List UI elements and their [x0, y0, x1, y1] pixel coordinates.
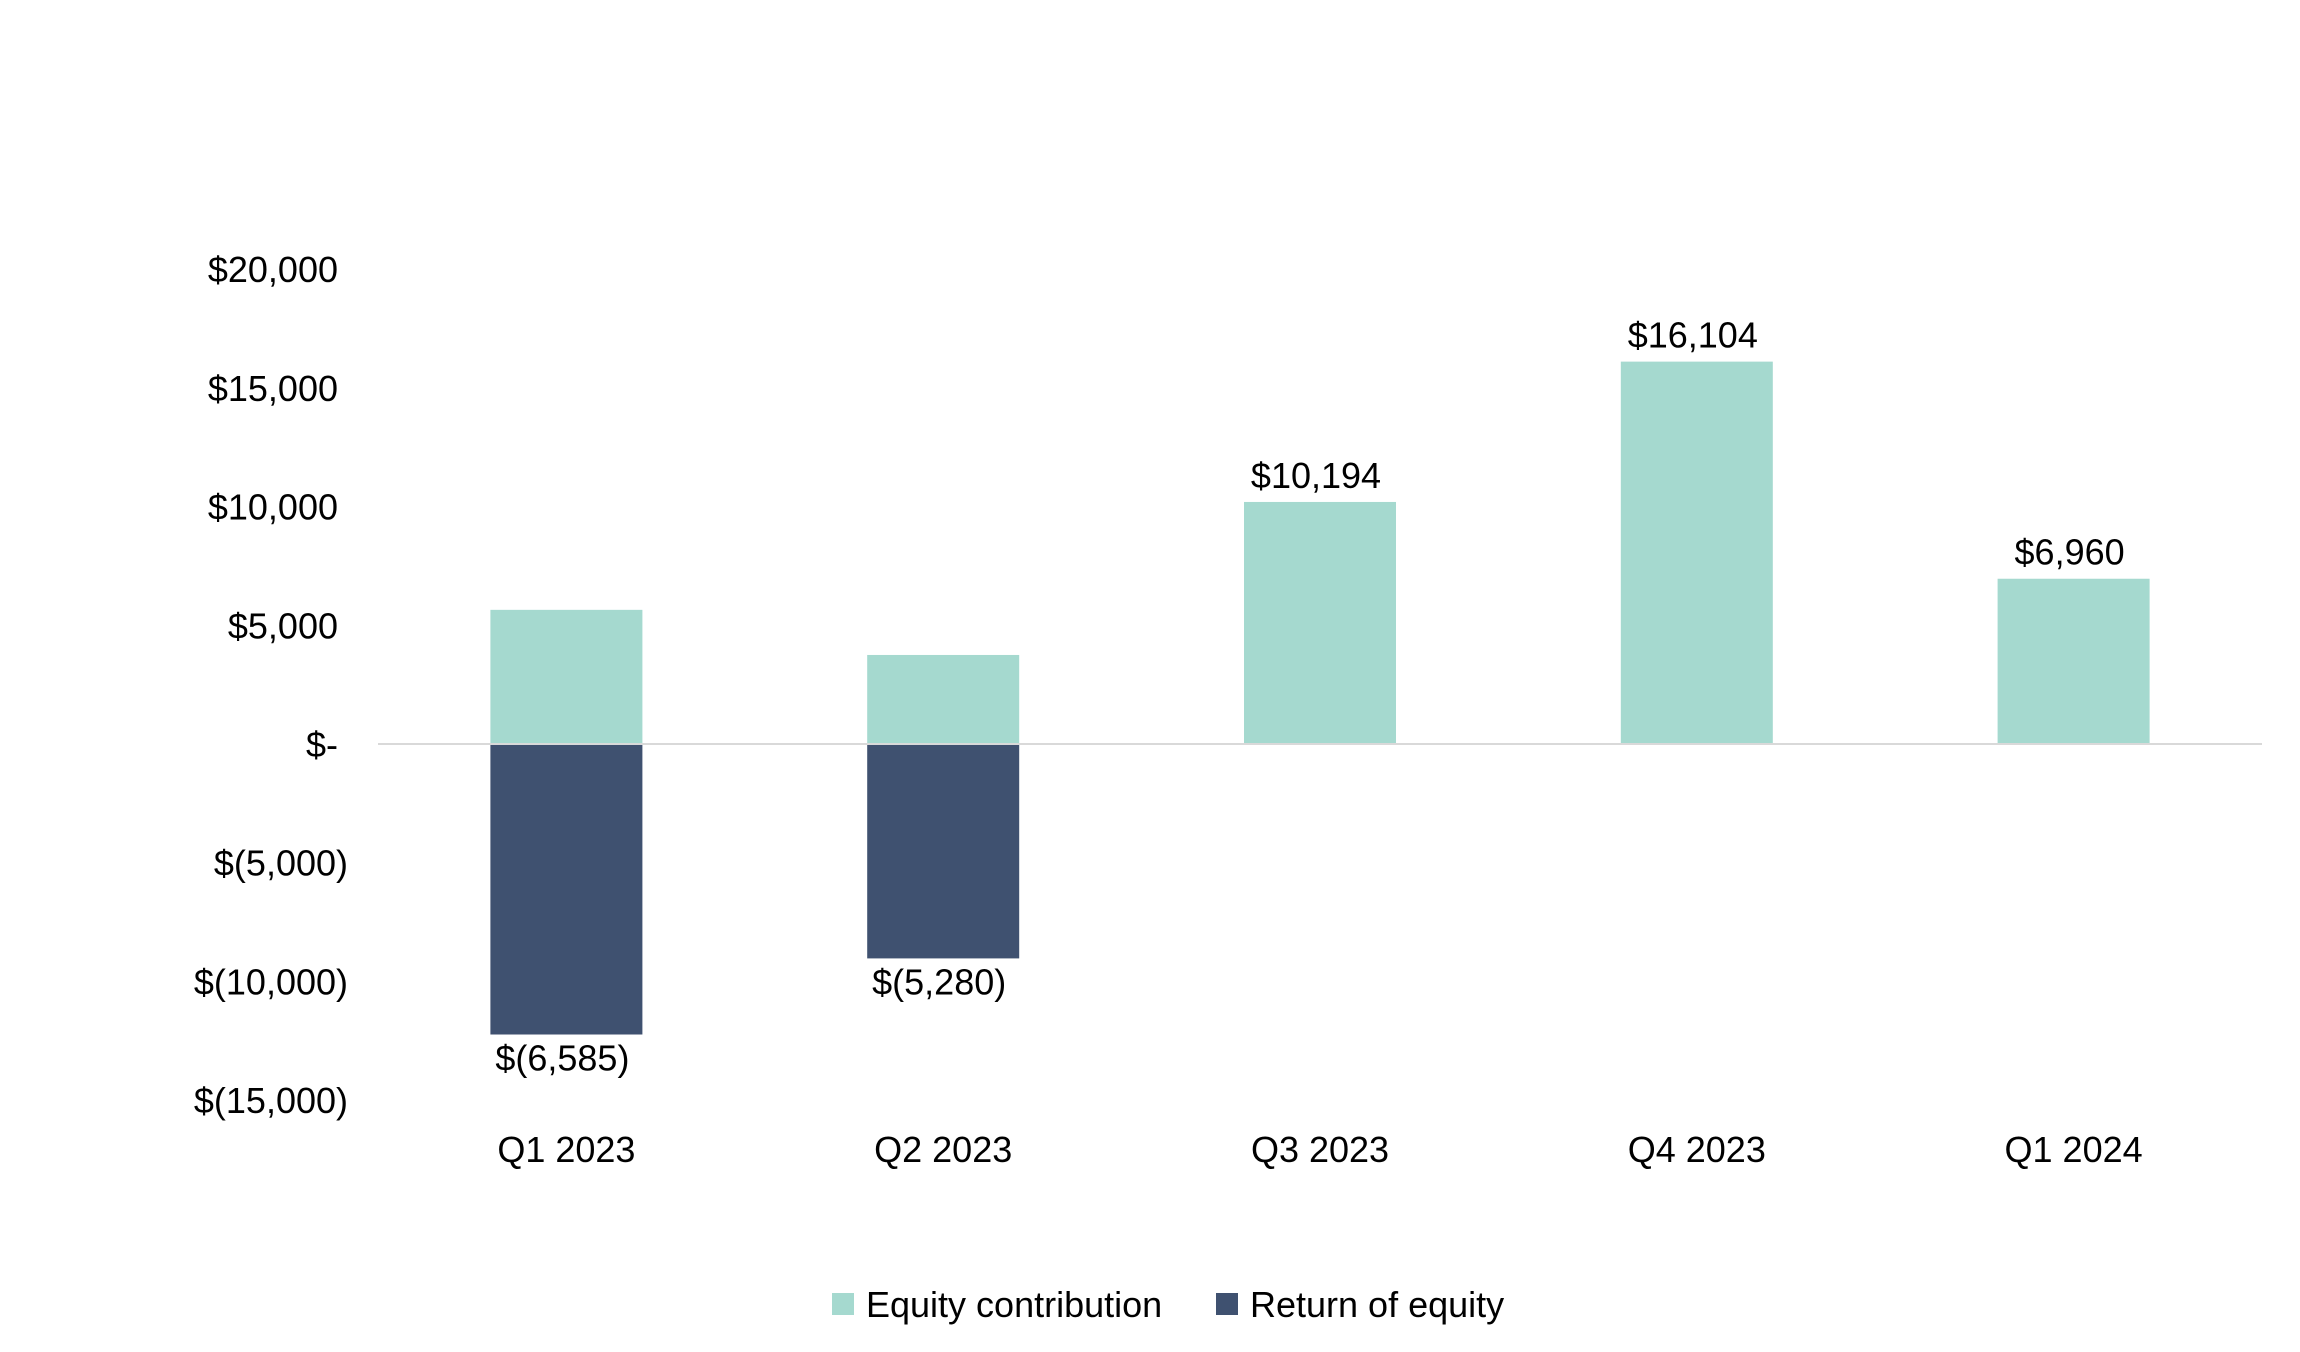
- legend-label: Equity contribution: [866, 1284, 1162, 1325]
- y-tick-label: $5,000: [228, 605, 338, 646]
- y-tick-label: $(10,000): [194, 961, 348, 1002]
- y-axis-labels: $20,000 $15,000 $10,000 $5,000 $- $(5,000) $(1…: [194, 249, 348, 1121]
- legend: Equity contribution Return of equity: [832, 1284, 1504, 1325]
- data-labels: $(6,585) $(5,280) $10,194 $16,104 $6,960: [495, 315, 2124, 1079]
- y-tick-label: $(5,000): [214, 843, 348, 884]
- bar-return-of-equity: [867, 744, 1020, 959]
- x-axis-labels: Q1 2023 Q2 2023 Q3 2023 Q4 2023 Q1 2024: [497, 1129, 2142, 1170]
- legend-swatch-equity-contribution: [832, 1293, 854, 1315]
- data-label: $(6,585): [495, 1038, 629, 1079]
- y-tick-label: $15,000: [208, 368, 338, 409]
- x-tick-label: Q2 2023: [874, 1129, 1012, 1170]
- y-tick-label: $-: [306, 724, 338, 765]
- legend-label: Return of equity: [1250, 1284, 1504, 1325]
- x-tick-label: Q4 2023: [1628, 1129, 1766, 1170]
- data-label: $16,104: [1628, 315, 1758, 356]
- data-label: $10,194: [1251, 455, 1381, 496]
- y-tick-label: $10,000: [208, 487, 338, 528]
- legend-swatch-return-of-equity: [1216, 1293, 1238, 1315]
- bar-equity-contribution: [867, 654, 1020, 744]
- x-tick-label: Q1 2023: [497, 1129, 635, 1170]
- bar-equity-contribution: [1997, 578, 2150, 744]
- data-label: $6,960: [2015, 532, 2125, 573]
- x-tick-label: Q1 2024: [2005, 1129, 2143, 1170]
- bars: [490, 361, 2150, 1035]
- bar-return-of-equity: [490, 744, 643, 1035]
- y-tick-label: $20,000: [208, 249, 338, 290]
- x-tick-label: Q3 2023: [1251, 1129, 1389, 1170]
- bar-equity-contribution: [1244, 501, 1396, 744]
- data-label: $(5,280): [872, 961, 1006, 1002]
- bar-equity-contribution: [490, 609, 643, 744]
- bar-equity-contribution: [1620, 361, 1773, 744]
- y-tick-label: $(15,000): [194, 1080, 348, 1121]
